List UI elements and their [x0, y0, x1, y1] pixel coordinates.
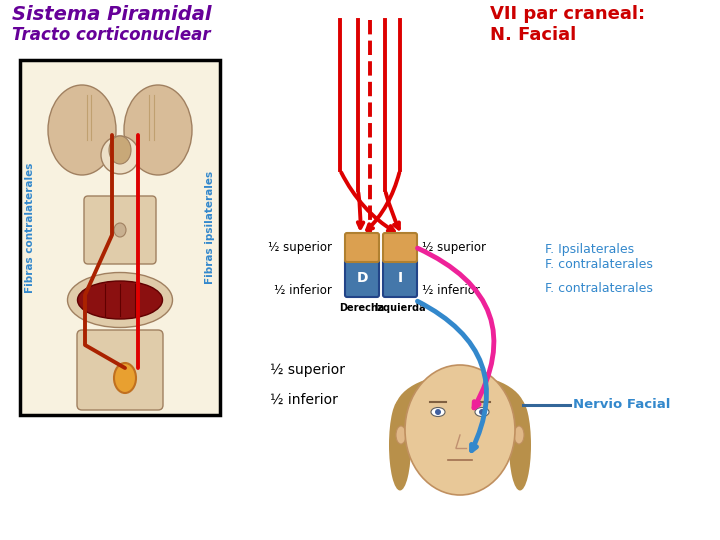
- Text: Fibras ipsilaterales: Fibras ipsilaterales: [205, 171, 215, 284]
- Text: ½ inferior: ½ inferior: [270, 393, 338, 407]
- Ellipse shape: [78, 281, 163, 319]
- Text: I: I: [397, 271, 402, 285]
- Ellipse shape: [435, 409, 441, 415]
- Text: F. contralaterales: F. contralaterales: [545, 259, 653, 272]
- Ellipse shape: [114, 223, 126, 237]
- FancyBboxPatch shape: [77, 330, 163, 410]
- Ellipse shape: [395, 374, 525, 446]
- Bar: [20, 60, 220, 415]
- Text: ½ inferior: ½ inferior: [274, 284, 332, 296]
- Text: ½ superior: ½ superior: [270, 363, 345, 377]
- FancyBboxPatch shape: [345, 258, 379, 297]
- Ellipse shape: [431, 408, 445, 416]
- Text: F. Ipsilaterales: F. Ipsilaterales: [545, 244, 634, 256]
- Ellipse shape: [509, 400, 531, 490]
- Text: N. Facial: N. Facial: [490, 26, 576, 44]
- Ellipse shape: [405, 365, 515, 495]
- Text: VII par craneal:: VII par craneal:: [490, 5, 645, 23]
- Text: ½ superior: ½ superior: [422, 241, 486, 254]
- Text: Fibras contralaterales: Fibras contralaterales: [25, 163, 35, 293]
- FancyBboxPatch shape: [84, 196, 156, 264]
- Ellipse shape: [389, 400, 411, 490]
- Ellipse shape: [514, 426, 524, 444]
- Ellipse shape: [396, 426, 406, 444]
- Ellipse shape: [479, 409, 485, 415]
- Ellipse shape: [124, 85, 192, 175]
- Text: D: D: [356, 271, 368, 285]
- Ellipse shape: [101, 136, 139, 174]
- FancyBboxPatch shape: [345, 233, 379, 262]
- Text: ½ superior: ½ superior: [268, 241, 332, 254]
- Text: Izquierda: Izquierda: [374, 303, 426, 313]
- Text: Sistema Piramidal: Sistema Piramidal: [12, 5, 212, 24]
- FancyBboxPatch shape: [383, 258, 417, 297]
- Ellipse shape: [48, 85, 116, 175]
- Text: Nervio Facial: Nervio Facial: [573, 399, 670, 411]
- Ellipse shape: [114, 363, 136, 393]
- Ellipse shape: [109, 136, 131, 164]
- Ellipse shape: [475, 408, 489, 416]
- Text: F. contralaterales: F. contralaterales: [545, 281, 653, 294]
- Text: ½ inferior: ½ inferior: [422, 284, 480, 296]
- Text: Tracto corticonuclear: Tracto corticonuclear: [12, 26, 211, 44]
- Text: Derecha: Derecha: [339, 303, 384, 313]
- Ellipse shape: [68, 273, 173, 327]
- FancyBboxPatch shape: [383, 233, 417, 262]
